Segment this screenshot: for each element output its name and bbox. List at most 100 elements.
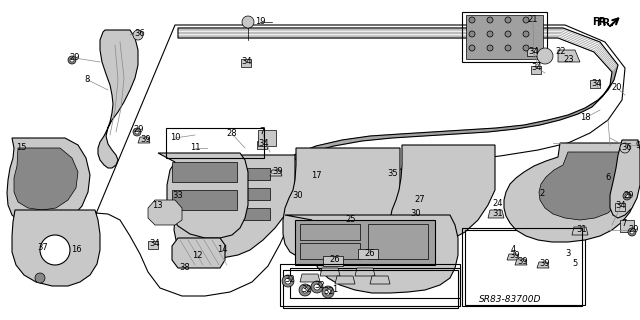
Bar [368,224,428,259]
Circle shape [68,56,76,64]
Text: 26: 26 [365,249,375,258]
Polygon shape [270,170,282,176]
Circle shape [325,289,331,295]
Text: 34: 34 [532,63,542,73]
Bar [200,168,270,180]
Text: 32: 32 [285,276,295,284]
Text: 34: 34 [592,78,602,87]
Circle shape [285,278,291,284]
Circle shape [133,30,143,40]
Polygon shape [572,227,588,235]
Bar [257,141,267,149]
Text: 16: 16 [70,244,81,253]
Bar [300,224,360,240]
Polygon shape [539,152,628,220]
Bar [358,249,378,259]
Text: 25: 25 [346,215,356,225]
Circle shape [625,194,629,198]
Bar [615,203,625,211]
Polygon shape [14,148,78,210]
Text: 39: 39 [141,134,151,143]
Text: 32: 32 [301,284,312,293]
Circle shape [135,130,139,134]
Polygon shape [138,137,150,143]
Polygon shape [537,262,549,268]
Text: 18: 18 [580,114,590,123]
Circle shape [630,230,634,234]
Text: 26: 26 [330,255,340,265]
Circle shape [282,275,294,287]
Text: 31: 31 [577,226,588,235]
Polygon shape [335,276,355,284]
Circle shape [523,45,529,51]
Polygon shape [148,200,182,225]
Text: 4: 4 [510,244,516,253]
Circle shape [505,45,511,51]
Text: SR83-83700D: SR83-83700D [479,295,541,304]
Text: 39: 39 [518,257,528,266]
Circle shape [35,273,45,283]
Text: 38: 38 [180,263,190,273]
Text: 33: 33 [173,191,184,201]
Circle shape [523,17,529,23]
Circle shape [314,284,320,290]
Text: 32: 32 [324,286,334,295]
Bar [465,230,585,305]
Text: 29: 29 [134,125,144,134]
Polygon shape [507,254,519,260]
Circle shape [628,228,636,236]
Text: 32: 32 [315,282,325,291]
Text: 24: 24 [493,199,503,209]
Bar [172,190,237,210]
Bar [531,66,541,74]
Text: 34: 34 [616,202,627,211]
Bar [241,59,251,67]
Circle shape [523,31,529,37]
Polygon shape [558,50,580,62]
Text: 30: 30 [411,209,421,218]
Bar [295,220,435,265]
Text: 28: 28 [227,130,237,139]
Text: 29: 29 [70,53,80,62]
Bar [280,264,460,306]
Circle shape [469,45,475,51]
Circle shape [487,31,493,37]
Text: 36: 36 [134,28,145,37]
Text: 35: 35 [388,170,398,179]
Text: 1: 1 [332,284,338,293]
Bar [148,241,158,249]
Polygon shape [515,259,527,265]
Text: 27: 27 [415,196,426,204]
Text: 2: 2 [540,188,545,197]
Text: 21: 21 [528,15,538,25]
Polygon shape [158,153,248,238]
Text: 9: 9 [636,141,640,150]
Circle shape [620,143,630,153]
Text: 13: 13 [152,201,163,210]
Text: 7: 7 [259,127,265,137]
Polygon shape [370,276,390,284]
Text: 19: 19 [255,18,265,27]
Bar [527,48,537,56]
Circle shape [469,17,475,23]
Bar [166,128,264,158]
Circle shape [40,235,70,265]
Bar [462,12,547,62]
Text: FR.: FR. [596,18,614,28]
Bar [283,270,458,308]
Text: 6: 6 [605,173,611,182]
Bar [172,162,237,182]
Circle shape [487,45,493,51]
Bar [300,243,360,259]
Text: 36: 36 [621,142,632,151]
Polygon shape [610,140,640,218]
Circle shape [242,16,254,28]
Circle shape [70,58,74,62]
Bar [590,80,600,88]
Text: 12: 12 [192,252,202,260]
Polygon shape [172,238,225,268]
Polygon shape [285,215,458,293]
Circle shape [623,192,631,200]
Text: 39: 39 [509,252,520,260]
Polygon shape [98,30,138,168]
